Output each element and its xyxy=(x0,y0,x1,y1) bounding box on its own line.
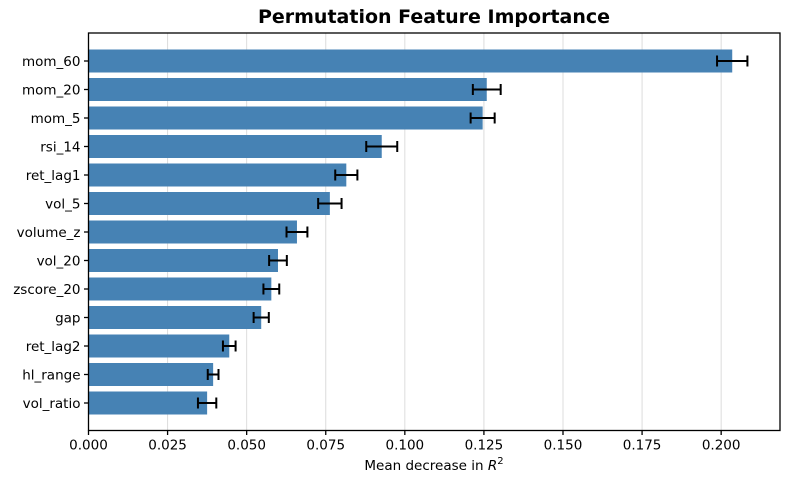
error-bars xyxy=(196,55,749,409)
x-tick-label: 0.100 xyxy=(386,438,425,454)
x-tick-label: 0.050 xyxy=(227,438,266,454)
bar-zscore_20 xyxy=(88,277,272,301)
y-tick-label-ret_lag2: ret_lag2 xyxy=(26,339,81,355)
y-tick-label-zscore_20: zscore_20 xyxy=(13,282,80,298)
y-tick-label-ret_lag1: ret_lag1 xyxy=(26,168,81,184)
y-tick-label-vol_20: vol_20 xyxy=(37,253,81,269)
x-tick-label: 0.125 xyxy=(465,438,504,454)
bar-hl_range xyxy=(88,363,214,386)
bar-rsi_14 xyxy=(88,135,382,158)
y-tick-label-vol_ratio: vol_ratio xyxy=(23,396,81,412)
bar-mom_20 xyxy=(88,78,487,101)
y-tick-label-hl_range: hl_range xyxy=(22,367,80,383)
bar-gap xyxy=(88,306,262,329)
x-tick-label: 0.175 xyxy=(623,438,662,454)
bar-vol_ratio xyxy=(88,391,208,415)
x-axis-label: Mean decrease in R2 xyxy=(364,456,503,474)
x-axis-label-prefix: Mean decrease in xyxy=(364,458,487,474)
y-tick-label-rsi_14: rsi_14 xyxy=(40,139,80,155)
bar-ret_lag2 xyxy=(88,334,230,358)
bar-volume_z xyxy=(88,220,297,244)
bar-vol_5 xyxy=(88,192,330,215)
bar-mom_60 xyxy=(88,49,733,73)
y-tick-label-volume_z: volume_z xyxy=(17,225,81,241)
bar-mom_5 xyxy=(88,106,483,130)
chart-title: Permutation Feature Importance xyxy=(258,6,610,28)
x-tick-label: 0.025 xyxy=(148,438,187,454)
bar-ret_lag1 xyxy=(88,163,347,187)
x-tick-label: 0.000 xyxy=(69,438,108,454)
y-tick-label-gap: gap xyxy=(55,310,80,326)
x-tick-label: 0.200 xyxy=(702,438,741,454)
y-tick-label-vol_5: vol_5 xyxy=(45,196,80,212)
x-tick-label: 0.150 xyxy=(544,438,583,454)
x-axis-label-variable: R xyxy=(488,458,497,474)
axes: 0.000 0.025 0.050 0.075 0.100 0.125 0.150 0.175… xyxy=(13,32,781,454)
bar-vol_20 xyxy=(88,249,278,272)
y-tick-label-mom_5: mom_5 xyxy=(31,111,81,127)
x-tick-label: 0.075 xyxy=(306,438,345,454)
y-tick-label-mom_20: mom_20 xyxy=(22,82,81,98)
x-axis-label-exponent: 2 xyxy=(497,456,503,467)
bars xyxy=(88,49,733,415)
y-tick-label-mom_60: mom_60 xyxy=(22,54,81,70)
